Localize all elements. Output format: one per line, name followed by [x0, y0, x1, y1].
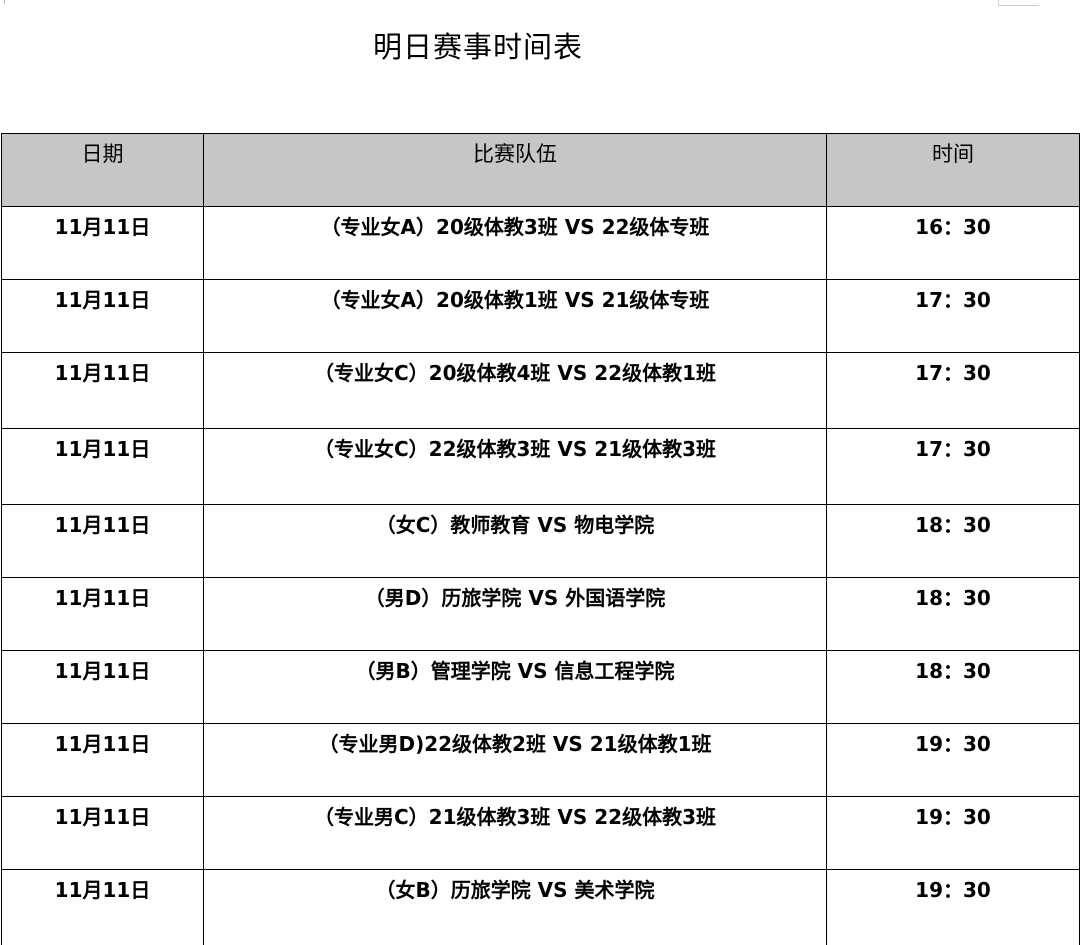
- cell-date: 11月11日: [2, 429, 204, 505]
- cell-match: （男D）历旅学院 VS 外国语学院: [204, 578, 827, 651]
- cell-date: 11月11日: [2, 280, 204, 353]
- cell-date: 11月11日: [2, 578, 204, 651]
- cell-time: 16：30: [827, 207, 1080, 280]
- cell-match: （专业女C）22级体教3班 VS 21级体教3班: [204, 429, 827, 505]
- cell-match: （专业女A）20级体教1班 VS 21级体专班: [204, 280, 827, 353]
- header-match: 比赛队伍: [204, 134, 827, 207]
- cell-time: 17：30: [827, 280, 1080, 353]
- schedule-table: 日期 比赛队伍 时间 11月11日（专业女A）20级体教3班 VS 22级体专班…: [1, 133, 1080, 945]
- cell-date: 11月11日: [2, 353, 204, 429]
- cell-time: 17：30: [827, 429, 1080, 505]
- cell-date: 11月11日: [2, 505, 204, 578]
- cell-match: （专业女C）20级体教4班 VS 22级体教1班: [204, 353, 827, 429]
- cell-time: 18：30: [827, 578, 1080, 651]
- cell-time: 19：30: [827, 870, 1080, 945]
- table-header-row: 日期 比赛队伍 时间: [2, 134, 1080, 207]
- cell-date: 11月11日: [2, 724, 204, 797]
- header-time: 时间: [827, 134, 1080, 207]
- cell-match: （专业女A）20级体教3班 VS 22级体专班: [204, 207, 827, 280]
- cell-match: （女C）教师教育 VS 物电学院: [204, 505, 827, 578]
- cell-match: （专业男D)22级体教2班 VS 21级体教1班: [204, 724, 827, 797]
- cell-date: 11月11日: [2, 207, 204, 280]
- cell-date: 11月11日: [2, 651, 204, 724]
- cell-time: 19：30: [827, 797, 1080, 870]
- cell-date: 11月11日: [2, 870, 204, 945]
- page-corner-mark: [0, 0, 5, 4]
- cell-time: 18：30: [827, 651, 1080, 724]
- header-date: 日期: [2, 134, 204, 207]
- cell-match: （专业男C）21级体教3班 VS 22级体教3班: [204, 797, 827, 870]
- cell-time: 17：30: [827, 353, 1080, 429]
- cell-time: 19：30: [827, 724, 1080, 797]
- cell-date: 11月11日: [2, 797, 204, 870]
- cell-match: （女B）历旅学院 VS 美术学院: [204, 870, 827, 945]
- cell-match: （男B）管理学院 VS 信息工程学院: [204, 651, 827, 724]
- page-corner-mark: [998, 0, 1039, 6]
- page-title: 明日赛事时间表: [373, 24, 583, 66]
- cell-time: 18：30: [827, 505, 1080, 578]
